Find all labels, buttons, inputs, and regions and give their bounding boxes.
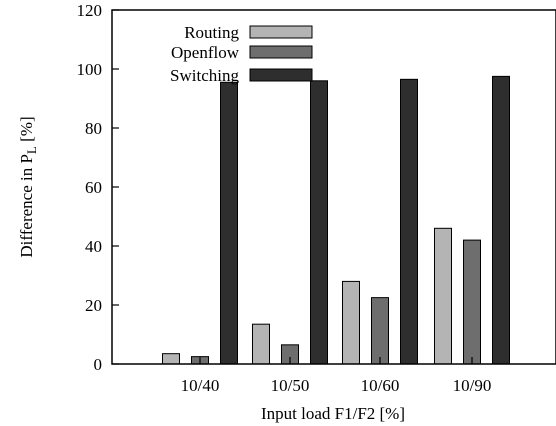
y-tick-label: 40	[85, 237, 102, 256]
y-axis-label-subscript: L	[24, 146, 39, 154]
y-tick-label: 100	[77, 60, 103, 79]
legend-swatch-routing	[249, 25, 313, 39]
x-tick-label: 10/40	[181, 376, 220, 395]
bar-switching-10-60	[400, 78, 418, 365]
plot-frame	[111, 9, 556, 365]
y-axis-label: Difference in PL [%]	[17, 116, 39, 257]
bar-openflow-10-60	[371, 297, 389, 365]
bar-switching-10-50	[310, 80, 328, 365]
legend-label-switching: Switching	[170, 66, 239, 85]
y-tick-label: 60	[85, 178, 102, 197]
bar-switching-10-90	[492, 75, 510, 365]
legend-swatch-switching	[249, 68, 313, 82]
bar-switching-10-40	[220, 81, 238, 365]
bar-routing-10-40	[162, 353, 180, 365]
y-tick-label: 0	[94, 355, 103, 374]
bars-group	[162, 75, 510, 365]
y-axis: 0 20 40 60 80 100 120	[77, 1, 119, 374]
y-tick-label: 20	[85, 296, 102, 315]
x-tick-label: 10/60	[361, 376, 400, 395]
x-tick-label: 10/90	[453, 376, 492, 395]
legend-swatch-openflow	[249, 45, 313, 59]
x-axis-label: Input load F1/F2 [%]	[261, 404, 405, 423]
legend-label-routing: Routing	[184, 23, 239, 42]
bar-routing-10-50	[252, 323, 270, 365]
legend-label-openflow: Openflow	[171, 43, 240, 62]
y-axis-label-unit: [%]	[17, 116, 36, 146]
x-tick-label: 10/50	[271, 376, 310, 395]
y-tick-label: 120	[77, 1, 103, 20]
bar-routing-10-90	[434, 227, 452, 365]
x-axis: 10/40 10/50 10/60 10/90	[181, 357, 492, 395]
bar-openflow-10-90	[463, 239, 481, 365]
bar-routing-10-60	[342, 280, 360, 365]
y-axis-label-main: Difference in P	[17, 154, 36, 258]
y-tick-label: 80	[85, 119, 102, 138]
